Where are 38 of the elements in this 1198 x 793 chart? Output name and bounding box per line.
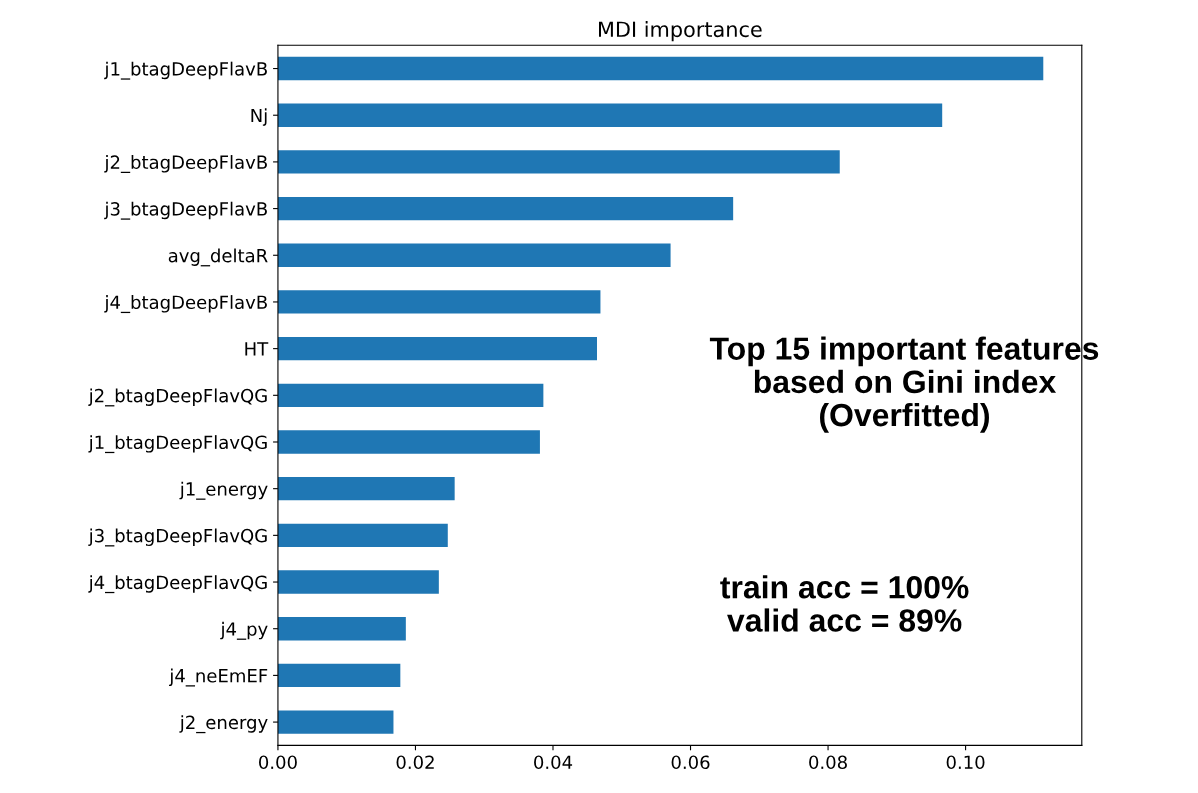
bar	[277, 103, 943, 127]
bar	[277, 196, 734, 221]
bar	[277, 477, 455, 501]
y-tick-label: j2_energy	[179, 715, 268, 734]
x-tick-label: 0.10	[946, 755, 985, 770]
y-tick-label: HT	[245, 342, 269, 356]
bar	[277, 570, 439, 594]
bar	[277, 617, 406, 641]
y-tick-label: j4_btagDeepFlavB	[104, 295, 267, 314]
bar	[277, 336, 597, 361]
bar	[277, 150, 840, 174]
chart-title: MDI importance	[599, 21, 762, 42]
y-tick-label: avg_deltaR	[168, 248, 268, 267]
x-tick-label: 0.00	[259, 755, 297, 770]
bar	[277, 523, 448, 548]
annotation: train acc = 100% valid acc = 89%	[720, 575, 969, 632]
y-tick-label: j4_btagDeepFlavQG	[88, 575, 267, 594]
bar	[277, 383, 544, 407]
x-tick-label: 0.04	[534, 755, 573, 770]
y-tick-label: Nj	[251, 108, 267, 126]
y-tick-label: j3_btagDeepFlavQG	[88, 528, 267, 547]
y-tick-label: j4_py	[220, 621, 268, 640]
x-tick-label: 0.06	[671, 755, 710, 770]
bar	[277, 710, 394, 734]
y-tick-label: j2_btagDeepFlavB	[104, 155, 267, 174]
y-tick-label: j1_energy	[179, 481, 268, 500]
bar	[277, 56, 1044, 81]
bar	[277, 243, 671, 267]
y-tick-label: j4_neEmEF	[169, 668, 268, 687]
bar	[277, 663, 401, 688]
y-tick-label: j3_btagDeepFlavB	[104, 201, 267, 220]
bar	[277, 290, 601, 314]
x-tick-label: 0.02	[396, 755, 434, 770]
y-tick-label: j1_btagDeepFlavQG	[88, 435, 267, 454]
y-tick-label: j1_btagDeepFlavB	[104, 61, 267, 80]
y-tick-label: j2_btagDeepFlavQG	[88, 388, 267, 407]
bar	[277, 430, 540, 454]
x-tick-label: 0.08	[809, 755, 847, 770]
